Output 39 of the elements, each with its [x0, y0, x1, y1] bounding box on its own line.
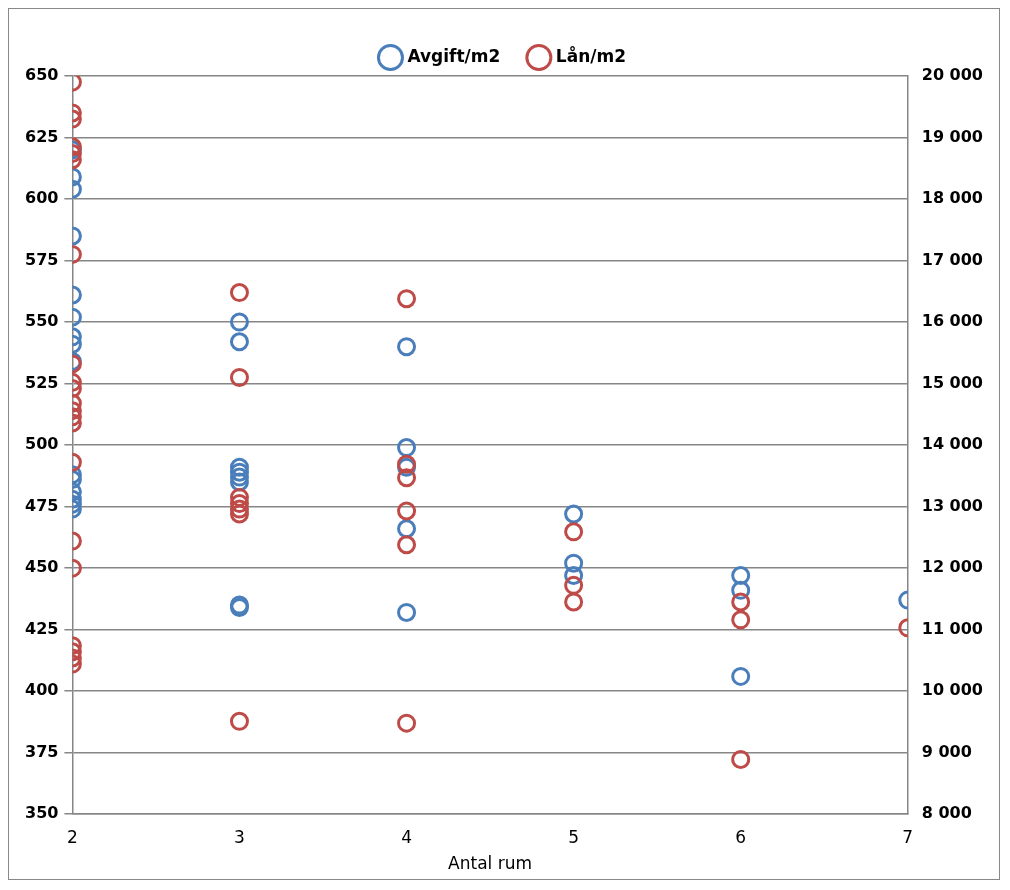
y2-tick-label: 8 000 — [921, 803, 972, 823]
y2-tick-label: 12 000 — [921, 557, 983, 577]
x-tick-label: 7 — [902, 826, 914, 847]
point — [397, 602, 417, 622]
y2-tick-label: 14 000 — [921, 434, 983, 454]
point — [564, 504, 584, 524]
y2-tick-label: 15 000 — [921, 372, 983, 392]
y-tick-label: 400 — [24, 680, 59, 700]
y-tick-label: 450 — [24, 557, 59, 577]
y-tick-label: 600 — [24, 188, 59, 208]
y-tick-label: 425 — [24, 618, 59, 638]
x-tick-label: 4 — [401, 826, 412, 847]
y2-tick-label: 18 000 — [921, 188, 983, 208]
y2-tick-label: 16 000 — [921, 311, 983, 331]
point — [564, 553, 584, 573]
y-tick-label: 350 — [24, 803, 59, 823]
x-tick-label: 3 — [234, 826, 245, 847]
x-axis-title: Antal rum — [448, 853, 533, 874]
x-tick-label: 6 — [735, 826, 747, 847]
legend-label: Lån/m2 — [555, 44, 627, 66]
point — [397, 337, 417, 357]
y-tick-label: 550 — [24, 311, 59, 331]
y2-tick-label: 9 000 — [921, 741, 972, 761]
y2-tick-label: 10 000 — [921, 680, 983, 700]
y-tick-label: 650 — [24, 65, 59, 85]
x-tick-label: 2 — [66, 826, 78, 847]
y2-tick-label: 17 000 — [921, 249, 983, 269]
y2-tick-label: 11 000 — [921, 618, 983, 638]
y-tick-label: 575 — [24, 249, 59, 269]
y-tick-label: 475 — [24, 495, 59, 515]
y-tick-label: 375 — [24, 741, 59, 761]
y2-tick-label: 20 000 — [921, 65, 983, 85]
legend-label: Avgift/m2 — [407, 45, 501, 66]
y2-tick-label: 19 000 — [921, 126, 983, 146]
y-tick-label: 500 — [24, 434, 59, 454]
x-tick-label: 5 — [568, 826, 580, 847]
y-tick-label: 625 — [24, 126, 59, 146]
y-tick-label: 525 — [24, 372, 59, 392]
y2-tick-label: 13 000 — [921, 495, 983, 515]
